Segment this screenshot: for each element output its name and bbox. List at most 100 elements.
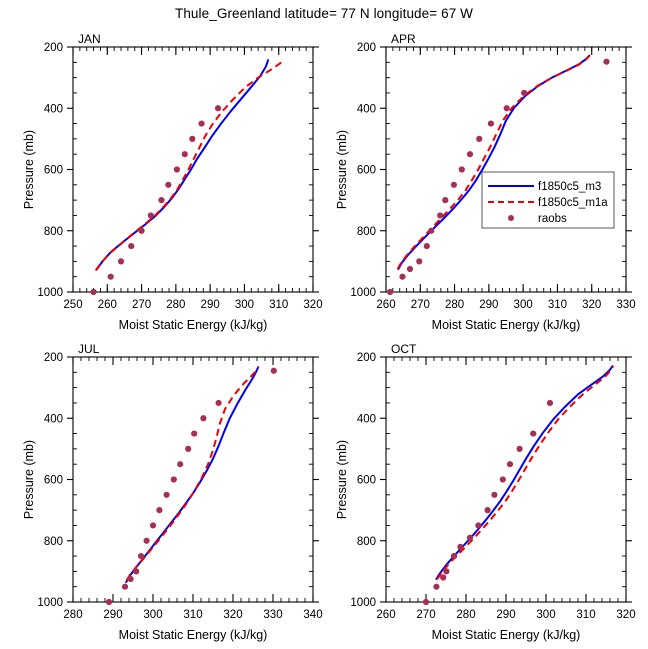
- x-tick-label: 310: [548, 299, 567, 311]
- x-tick-label: 320: [223, 609, 242, 621]
- y-tick-label: 600: [357, 475, 376, 487]
- plot-frame: [385, 46, 627, 293]
- y-axis-title: Pressure (mb): [335, 440, 349, 519]
- data-point: [450, 181, 457, 188]
- series-raobs: [90, 105, 222, 296]
- x-tick-label: 320: [303, 299, 322, 311]
- panel-jul: 280 290 300 310 320 330 340 200 400 600 800 1000 Moi…: [0, 336, 330, 649]
- data-point: [138, 227, 145, 234]
- series-f1850c5_m3: [96, 59, 270, 271]
- plot-jul: 280 290 300 310 320 330 340 200 400 600 800 1000 Moi…: [22, 342, 323, 642]
- panel-apr: 260 270 280 290 300 310 320 330 200 400 600 800 1000…: [326, 26, 648, 346]
- data-point: [476, 135, 483, 142]
- x-tick-label: 290: [201, 299, 220, 311]
- y-tick-label: 200: [357, 42, 376, 54]
- x-tick-label: 260: [98, 299, 117, 311]
- data-point: [499, 476, 506, 483]
- data-point: [90, 288, 97, 296]
- data-point: [173, 166, 180, 173]
- x-tick-label: 280: [445, 299, 464, 311]
- x-tick-label: 260: [376, 609, 395, 621]
- data-point: [466, 151, 474, 158]
- plot-apr: 260 270 280 290 300 310 320 330 200 400 600 800 1000…: [335, 32, 636, 332]
- data-point: [163, 491, 170, 498]
- series-f1850c5_m3: [397, 54, 591, 271]
- x-tick-label: 250: [63, 299, 82, 311]
- x-tick-label: 290: [103, 609, 122, 621]
- x-tick-label: 320: [616, 609, 635, 621]
- y-tick-label: 400: [357, 103, 376, 115]
- series-raobs: [422, 399, 554, 606]
- panel-label: JUL: [78, 342, 100, 356]
- plot-jan: 250 260 270 280 290 300 310 320 200 400 600 800 1000…: [22, 32, 323, 332]
- data-point: [191, 430, 198, 437]
- data-point: [181, 151, 188, 158]
- legend-box: [481, 171, 615, 229]
- y-tick-label: 400: [44, 413, 63, 425]
- data-point: [107, 273, 114, 280]
- y-tick-label: 800: [357, 226, 376, 238]
- y-tick-label: 400: [357, 413, 376, 425]
- y-tick-label: 800: [357, 536, 376, 548]
- data-point: [198, 120, 205, 127]
- panel-oct: 260 270 280 290 300 310 320 200 400 600 800 1000 Moi…: [326, 336, 648, 649]
- data-point: [165, 181, 172, 188]
- y-axis-title: Pressure (mb): [335, 130, 349, 209]
- data-point: [117, 258, 125, 265]
- series-f1850c5_m1a: [436, 365, 615, 580]
- data-point: [121, 583, 129, 590]
- data-point: [185, 445, 192, 452]
- data-point: [530, 430, 537, 437]
- x-tick-label: 310: [576, 609, 595, 621]
- y-tick-label: 1000: [37, 287, 63, 299]
- data-point: [516, 445, 523, 452]
- data-point: [521, 89, 528, 97]
- x-tick-label: 280: [63, 609, 82, 621]
- data-point: [491, 491, 498, 498]
- x-tick-label: 330: [263, 609, 282, 621]
- series-f1850c5_m1a: [94, 59, 285, 272]
- data-point: [457, 543, 464, 550]
- data-point: [428, 227, 435, 234]
- data-point: [105, 598, 113, 606]
- x-tick-label: 290: [496, 609, 515, 621]
- data-point: [442, 197, 449, 204]
- y-tick-label: 200: [44, 352, 63, 364]
- series-f1850c5_m3: [125, 366, 260, 584]
- x-tick-label: 300: [235, 299, 254, 311]
- panel-label: JAN: [78, 32, 101, 46]
- data-point: [484, 507, 491, 514]
- data-point: [189, 135, 196, 142]
- panel-label: OCT: [391, 342, 417, 356]
- plot-oct: 260 270 280 290 300 310 320 200 400 600 800 1000 Moi…: [335, 342, 636, 642]
- y-tick-label: 800: [44, 536, 63, 548]
- data-point: [458, 166, 465, 173]
- x-tick-label: 340: [303, 609, 322, 621]
- x-tick-label: 320: [582, 299, 601, 311]
- data-point: [422, 598, 430, 606]
- data-point: [466, 534, 474, 541]
- data-point: [387, 288, 394, 296]
- plot-frame: [72, 356, 314, 603]
- data-point: [200, 415, 207, 422]
- data-point: [433, 583, 440, 590]
- data-point: [416, 258, 423, 265]
- data-point: [437, 212, 444, 219]
- data-point: [147, 212, 154, 219]
- y-tick-label: 1000: [350, 597, 376, 609]
- y-tick-label: 1000: [350, 287, 376, 299]
- series-f1850c5_m1a: [396, 54, 591, 270]
- panel-label: APR: [391, 32, 416, 46]
- data-point: [440, 574, 447, 581]
- y-tick-label: 200: [357, 352, 376, 364]
- y-tick-label: 200: [44, 42, 63, 54]
- series-raobs: [105, 367, 277, 606]
- x-tick-label: 290: [479, 299, 498, 311]
- series-f1850c5_m3: [435, 365, 614, 581]
- data-point: [506, 461, 514, 468]
- data-point: [399, 273, 406, 280]
- x-axis-title: Moist Static Energy (kJ/kg): [432, 318, 581, 332]
- legend-label: raobs: [538, 213, 567, 225]
- data-point: [128, 242, 135, 250]
